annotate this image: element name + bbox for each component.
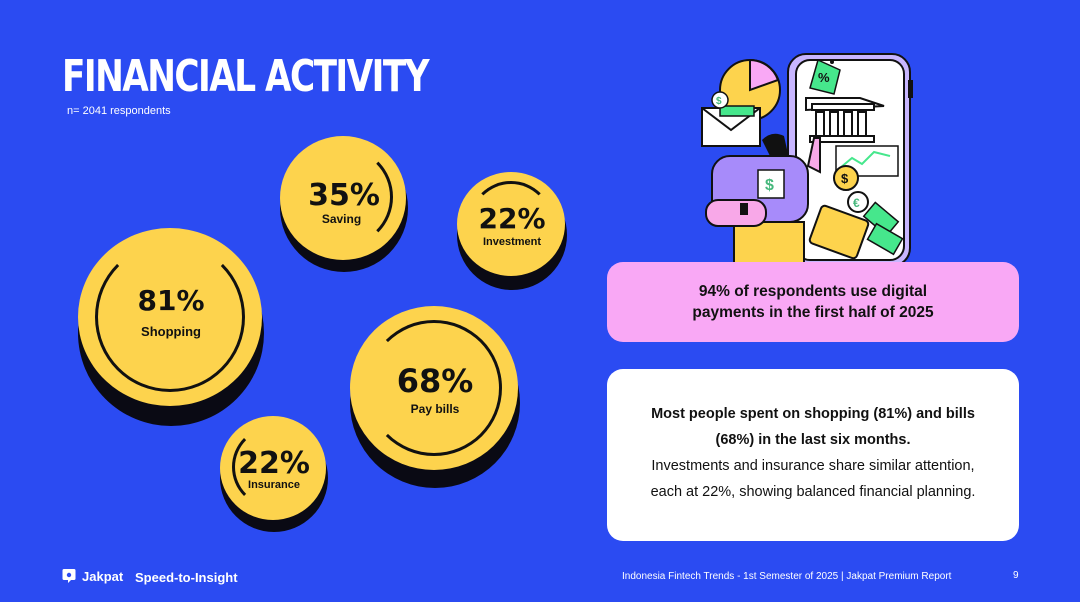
money-icon: $ € (808, 165, 904, 260)
coin-label: Saving (321, 212, 362, 226)
report-title: Indonesia Fintech Trends - 1st Semester … (622, 571, 952, 582)
coin-label: Pay bills (410, 402, 460, 416)
coin-percent: 68% (396, 362, 474, 400)
page-title: FINANCIAL ACTIVITY (62, 51, 430, 102)
coin-ring (469, 181, 553, 265)
brand-logo: Jakpat (62, 568, 123, 584)
insight-card: Most people spent on shopping (81%) and … (607, 369, 1019, 541)
brand-name: Jakpat (82, 568, 124, 584)
dollar-sign: $ (765, 177, 774, 194)
coin-percent: 35% (308, 178, 380, 213)
coin-ring (293, 147, 393, 247)
brand-tagline: Speed-to-Insight (135, 570, 238, 585)
coin-label: Insurance (248, 479, 300, 491)
coin-ring (366, 320, 502, 456)
percent-badge: % (818, 70, 830, 85)
fintech-illustration: % $ $ (701, 53, 913, 270)
coin-pay-bills: 68% Pay bills (350, 306, 520, 488)
jakpat-logo-icon (62, 569, 76, 583)
sample-size: n= 2041 respondents (67, 105, 171, 117)
coin-saving: 35% Saving (280, 136, 408, 272)
coin-investment: 22% Investment (457, 172, 567, 290)
dollar-sign: $ (841, 171, 849, 186)
highlight-text: 94% of respondents use digital payments … (692, 283, 934, 321)
pie-chart-icon (719, 58, 781, 121)
coin-label: Shopping (141, 324, 201, 339)
coin-shopping: 81% Shopping (78, 228, 264, 426)
page-number: 9 (1013, 570, 1019, 581)
highlight-card: 94% of respondents use digital payments … (607, 262, 1019, 342)
coin-ring (232, 426, 314, 508)
coin-ring (95, 242, 245, 392)
insight-bold: Most people spent on shopping (81%) and … (651, 406, 975, 448)
insight-text: Investments and insurance share similar … (650, 458, 976, 500)
coin-percent: 22% (478, 202, 546, 235)
euro-sign: € (853, 196, 860, 210)
coin-label: Investment (482, 236, 542, 248)
coin-percent: 22% (238, 446, 310, 481)
dollar-sign: $ (716, 96, 722, 107)
envelope-icon: $ (701, 91, 761, 147)
coin-percent: 81% (137, 284, 205, 317)
coin-insurance: 22% Insurance (220, 416, 328, 532)
